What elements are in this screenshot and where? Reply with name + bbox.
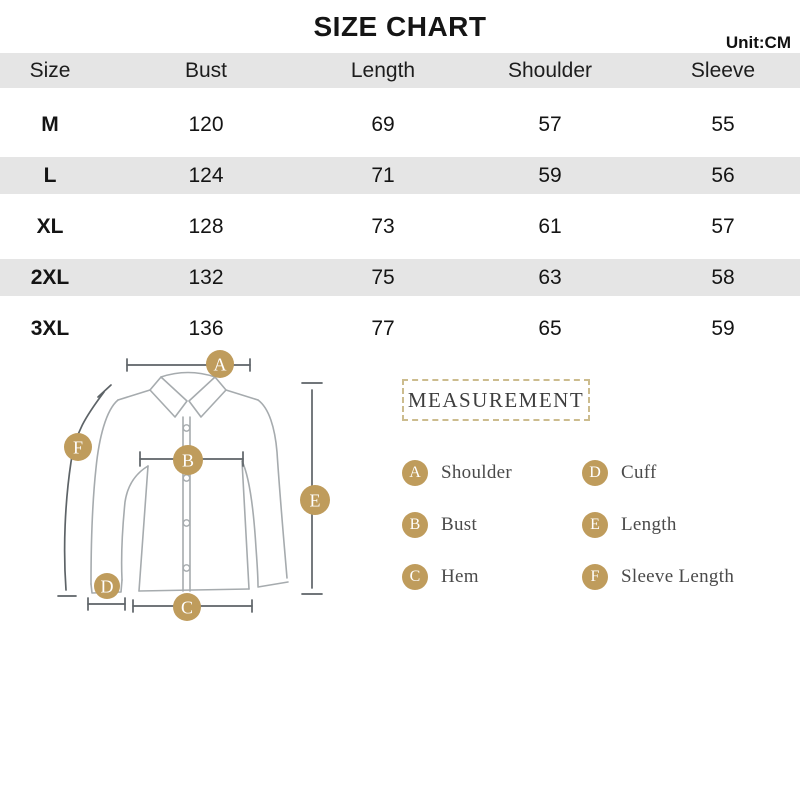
legend-item-length: E Length [582, 512, 800, 538]
size-label: L [43, 163, 57, 187]
legend-badge-a: A [402, 460, 428, 486]
legend-badge-e: E [582, 512, 608, 538]
size-table-header: Size Bust Length Shoulder Sleeve [0, 53, 800, 88]
shoulder-value: 63 [538, 265, 562, 289]
legend-badge-d: D [582, 460, 608, 486]
sleeve-value: 59 [711, 316, 735, 340]
legend-label: Cuff [621, 462, 657, 483]
size-label: 2XL [30, 265, 70, 289]
legend-item-sleeve-length: F Sleeve Length [582, 564, 800, 590]
legend-label: Sleeve Length [621, 566, 735, 587]
bust-value: 120 [188, 112, 224, 136]
badge-e-length: E [310, 491, 321, 511]
legend-item-hem: C Hem [402, 564, 582, 590]
legend-badge-f: F [582, 564, 608, 590]
bust-value: 124 [188, 163, 224, 187]
badge-f-sleeve-length: F [73, 438, 83, 458]
bust-value: 128 [188, 214, 224, 238]
table-row-l: L 124 71 59 56 [0, 150, 800, 201]
shoulder-value: 65 [538, 316, 562, 340]
table-row-m: M 120 69 57 55 [0, 99, 800, 150]
unit-label: Unit:CM [725, 33, 791, 52]
sleeve-value: 57 [711, 214, 735, 238]
measurement-guide-lines [57, 358, 323, 613]
shirt-measurement-diagram: A B C D E F [57, 350, 330, 621]
length-value: 69 [371, 112, 395, 136]
legend-badge-c: C [402, 564, 428, 590]
badge-a-shoulder: A [214, 355, 227, 375]
legend-label: Length [621, 514, 677, 535]
sleeve-value: 58 [711, 265, 735, 289]
shoulder-value: 59 [538, 163, 562, 187]
table-row-2xl: 2XL 132 75 63 58 [0, 252, 800, 303]
legend-item-shoulder: A Shoulder [402, 460, 582, 486]
length-value: 77 [371, 316, 395, 340]
length-value: 73 [371, 214, 395, 238]
column-header-sleeve: Sleeve [690, 58, 756, 82]
legend-label: Bust [441, 514, 478, 535]
column-header-bust: Bust [184, 58, 228, 82]
sleeve-value: 56 [711, 163, 735, 187]
shoulder-value: 61 [538, 214, 562, 238]
bust-value: 132 [188, 265, 224, 289]
legend-item-bust: B Bust [402, 512, 582, 538]
table-row-xl: XL 128 73 61 57 [0, 201, 800, 252]
measurement-box-title: MEASUREMENT [402, 379, 590, 421]
measurement-legend: A Shoulder D Cuff B Bust E Length C Hem … [402, 447, 800, 603]
badge-c-hem: C [181, 598, 193, 618]
column-header-length: Length [350, 58, 416, 82]
size-label: XL [36, 214, 64, 238]
badge-d-cuff: D [101, 577, 114, 597]
badge-b-bust: B [182, 451, 194, 471]
sleeve-value: 55 [711, 112, 735, 136]
shoulder-value: 57 [538, 112, 562, 136]
bust-value: 136 [188, 316, 224, 340]
table-row-3xl: 3XL 136 77 65 59 [0, 303, 800, 354]
column-header-shoulder: Shoulder [507, 58, 593, 82]
page-title: SIZE CHART [313, 11, 487, 42]
column-header-size: Size [29, 58, 71, 82]
size-label: 3XL [30, 316, 70, 340]
legend-badge-b: B [402, 512, 428, 538]
diagram-badges: A B C D E F [64, 350, 330, 621]
legend-label: Hem [441, 566, 479, 587]
legend-item-cuff: D Cuff [582, 460, 800, 486]
length-value: 75 [371, 265, 395, 289]
shirt-outline-icon [90, 371, 289, 594]
size-table-body: M 120 69 57 55 L 124 71 59 56 XL 128 73 … [0, 99, 800, 354]
legend-label: Shoulder [441, 462, 513, 483]
size-label: M [41, 112, 59, 136]
length-value: 71 [371, 163, 395, 187]
